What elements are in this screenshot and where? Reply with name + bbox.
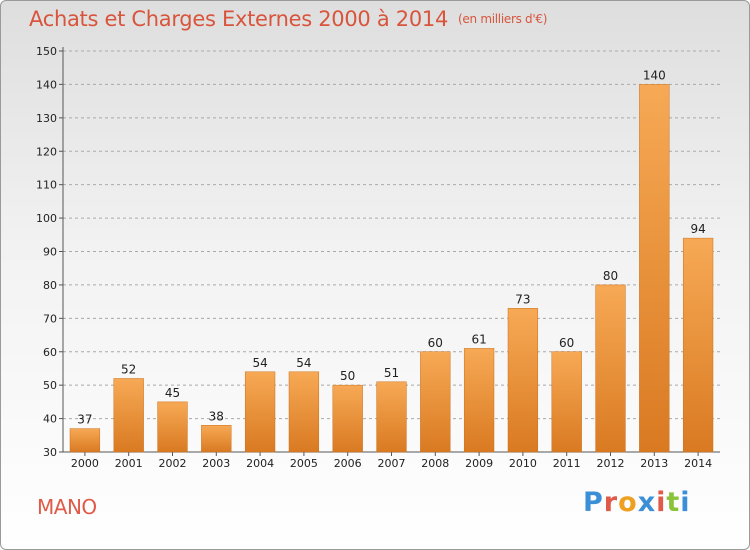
bar-2001 <box>113 378 144 453</box>
bar-2002 <box>157 401 188 453</box>
bar-2005 <box>288 371 320 453</box>
bar-2010 <box>507 308 539 453</box>
bar-2007 <box>376 381 407 453</box>
x-tick-label: 2000 <box>71 457 99 470</box>
y-tick-label: 120 <box>36 145 57 158</box>
data-label: 51 <box>384 366 399 380</box>
data-label: 52 <box>121 362 136 376</box>
x-tick-label: 2002 <box>159 457 187 470</box>
bar-2014 <box>682 237 714 453</box>
bar-2011 <box>551 351 582 453</box>
data-label: 60 <box>428 336 443 350</box>
y-tick-label: 60 <box>43 346 57 359</box>
chart-title: Achats et Charges Externes 2000 à 2014 (e… <box>29 7 547 31</box>
y-tick-label: 110 <box>36 179 57 192</box>
x-tick-label: 2006 <box>334 457 362 470</box>
data-label: 38 <box>209 409 224 423</box>
logo-letter: t <box>666 487 681 518</box>
y-tick-label: 50 <box>43 379 57 392</box>
bar-2003 <box>201 425 232 453</box>
logo-letter: i <box>680 487 691 518</box>
y-tick-label: 140 <box>36 78 57 91</box>
bar-2004 <box>244 371 276 453</box>
data-label: 73 <box>515 292 530 306</box>
labels: 30 40 50 60 70 80 90 100 110 120 130 140 150 37 2000 52… <box>36 45 712 470</box>
x-tick-label: 2011 <box>553 457 581 470</box>
y-tick-label: 150 <box>36 45 57 58</box>
y-tick-label: 130 <box>36 112 57 125</box>
data-label: 60 <box>559 336 574 350</box>
y-tick-label: 40 <box>43 413 57 426</box>
title-text: Achats et Charges Externes 2000 à 2014 <box>29 7 449 31</box>
x-tick-label: 2013 <box>640 457 668 470</box>
data-label: 45 <box>165 386 180 400</box>
x-tick-label: 2005 <box>290 457 318 470</box>
unit-label: (en milliers d'€) <box>458 12 548 26</box>
data-label: 54 <box>296 356 311 370</box>
data-label: 94 <box>690 222 705 236</box>
logo-letter: r <box>603 487 619 518</box>
x-tick-label: 2008 <box>421 457 449 470</box>
bar-2009 <box>463 348 495 453</box>
commune-name: MANO <box>37 495 97 519</box>
logo-letter: x <box>637 487 657 518</box>
x-tick-label: 2010 <box>509 457 537 470</box>
data-label: 140 <box>643 68 666 82</box>
x-tick-label: 2003 <box>202 457 230 470</box>
y-tick-label: 80 <box>43 279 57 292</box>
y-tick-label: 70 <box>43 312 57 325</box>
bar-2006 <box>332 384 363 453</box>
data-label: 50 <box>340 369 355 383</box>
x-tick-label: 2004 <box>246 457 274 470</box>
y-tick-label: 90 <box>43 246 57 259</box>
bar-2000 <box>69 428 101 453</box>
data-label: 61 <box>471 332 486 346</box>
bar-2013 <box>639 84 670 453</box>
data-label: 54 <box>252 356 267 370</box>
bars <box>69 84 714 453</box>
y-tick-label: 30 <box>43 446 57 459</box>
logo-letter: P <box>583 487 604 518</box>
x-tick-label: 2007 <box>378 457 406 470</box>
logo-letter: o <box>618 487 638 518</box>
proxiti-logo[interactable]: Proxiti <box>583 487 691 518</box>
bar-2008 <box>420 351 451 453</box>
data-label: 37 <box>77 413 92 427</box>
y-tick-label: 100 <box>36 212 57 225</box>
x-tick-label: 2009 <box>465 457 493 470</box>
x-tick-label: 2001 <box>115 457 143 470</box>
bar-2012 <box>595 284 626 453</box>
x-tick-label: 2012 <box>597 457 625 470</box>
x-tick-label: 2014 <box>684 457 712 470</box>
data-label: 80 <box>603 269 618 283</box>
logo-letter: i <box>656 487 667 518</box>
